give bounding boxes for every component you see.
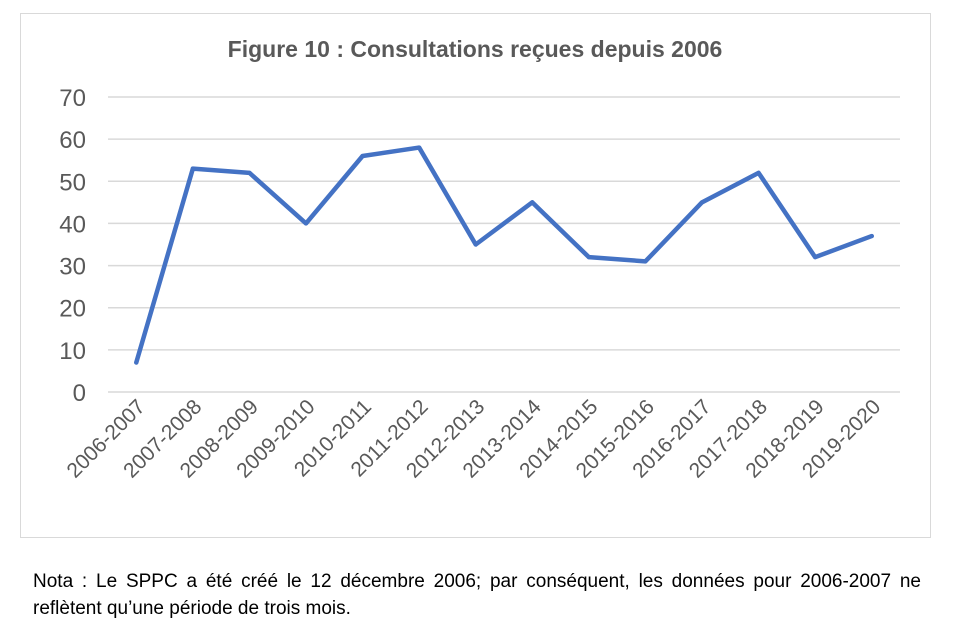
y-tick-label: 30 [59,254,86,281]
data-point [473,242,478,247]
y-tick-label: 70 [59,85,86,112]
data-point [530,200,535,205]
y-tick-label: 60 [59,127,86,154]
data-point [813,255,818,260]
y-tick-label: 0 [73,380,86,407]
y-tick-label: 50 [59,169,86,196]
y-tick-label: 40 [59,211,86,238]
data-point [134,360,139,365]
y-tick-label: 20 [59,296,86,323]
chart-title: Figure 10 : Consultations reçues depuis … [228,36,723,62]
data-point [304,221,308,226]
data-point [869,234,874,239]
data-point [190,166,195,171]
line-chart: Figure 10 : Consultations reçues depuis … [20,13,931,538]
data-point [417,145,422,150]
y-tick-label: 10 [59,338,86,365]
data-point [756,170,761,175]
data-point [643,259,648,264]
chart-border [20,13,931,538]
data-point [360,154,365,158]
footnote: Nota : Le SPPC a été créé le 12 décembre… [33,571,921,619]
data-point [700,200,704,205]
data-point [586,255,591,260]
data-point [247,170,252,175]
data-line [134,145,874,365]
